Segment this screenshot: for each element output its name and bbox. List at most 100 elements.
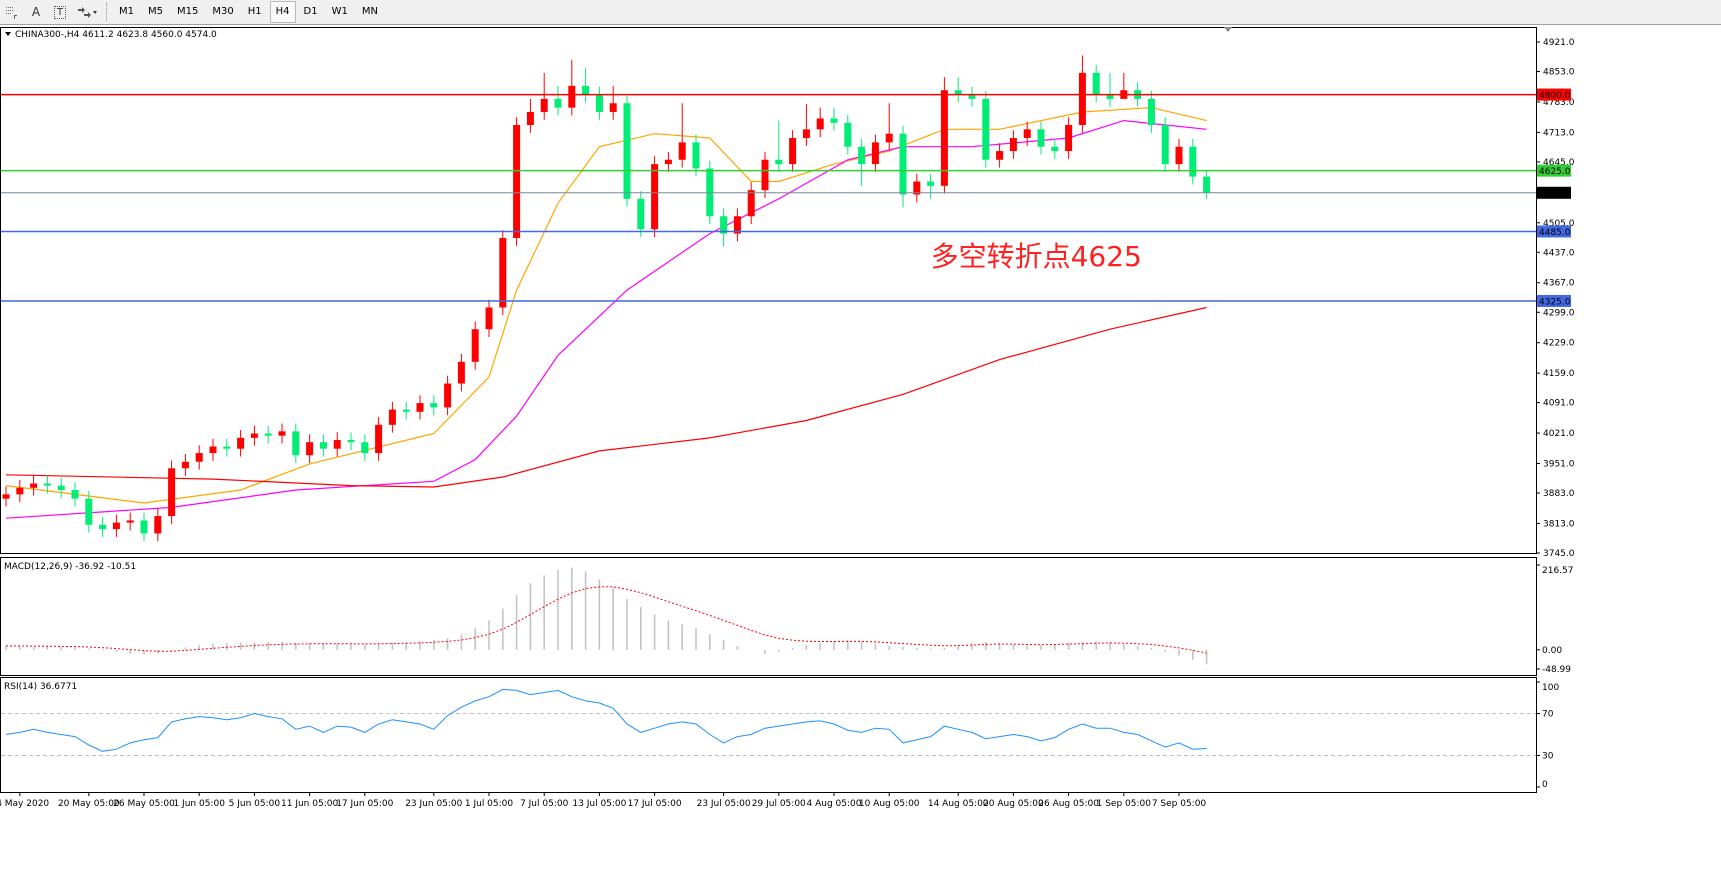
x-tick-label: 23 Jun 05:00 — [405, 799, 462, 809]
rsi-panel — [0, 677, 1537, 793]
text-t-glyph: T — [53, 5, 67, 19]
y-tick-label: 4505.0 — [1543, 219, 1575, 229]
text-label-icon[interactable]: T — [48, 1, 72, 23]
x-tick-label: 4 Aug 05:00 — [807, 799, 862, 809]
candle — [692, 134, 700, 177]
main-panel — [0, 27, 1537, 554]
candle-body — [154, 516, 162, 534]
candle — [1147, 91, 1155, 133]
text-a-icon[interactable]: A — [24, 1, 48, 23]
x-tick-label: 7 Sep 05:00 — [1152, 799, 1207, 809]
price-label-bg — [1537, 294, 1571, 307]
candle — [582, 68, 590, 103]
candle — [609, 85, 617, 120]
candle — [499, 230, 507, 316]
candle — [664, 151, 672, 172]
y-tick-label: 4713.0 — [1543, 128, 1575, 138]
x-tick-label: 1 Sep 05:00 — [1097, 799, 1152, 809]
candle-body — [982, 98, 990, 160]
candle — [513, 117, 521, 246]
arrows-icon[interactable] — [72, 1, 102, 23]
candle — [181, 453, 189, 477]
candle-body — [996, 151, 1004, 160]
candle-body — [1065, 124, 1073, 152]
candle — [1051, 138, 1059, 159]
candle-body — [802, 129, 810, 139]
candle — [416, 395, 424, 420]
timeframe-w1[interactable]: W1 — [331, 6, 348, 17]
candle-body — [126, 520, 134, 523]
chart-shift-marker-icon — [1224, 27, 1232, 32]
candle-body — [609, 103, 617, 112]
candle-body — [402, 409, 410, 412]
candle — [57, 477, 65, 498]
candle-body — [623, 103, 631, 199]
chevron-down-icon — [93, 11, 97, 14]
timeframe-m15[interactable]: M15 — [177, 6, 199, 17]
candle-body — [913, 181, 921, 195]
candle — [195, 445, 203, 470]
timeframe-m5[interactable]: M5 — [148, 6, 163, 17]
x-tick-label: 7 Jul 05:00 — [520, 799, 569, 809]
candle-body — [513, 124, 521, 238]
candle — [306, 434, 314, 464]
candle — [1161, 117, 1169, 172]
candle-body — [1051, 146, 1059, 152]
x-tick-label: 20 May 05:00 — [58, 799, 120, 809]
candle — [554, 85, 562, 116]
candle — [292, 423, 300, 464]
candle — [816, 107, 824, 138]
y-tick-label: 4921.0 — [1543, 38, 1575, 48]
candle-body — [1092, 72, 1100, 95]
rsi-line — [5, 688, 1207, 752]
candle — [1106, 72, 1114, 107]
candle — [388, 401, 396, 433]
candle-body — [595, 94, 603, 112]
candle-body — [940, 90, 948, 186]
toolbar-separator — [106, 3, 109, 21]
candle-body — [333, 440, 341, 449]
y-tick-label: 3883.0 — [1543, 489, 1575, 499]
chart-canvas[interactable]: 4921.0 4853.0 4783.0 4713.0 4645.0 4505.0 4437… — [0, 25, 1721, 891]
candle-body — [968, 94, 976, 99]
timeframe-m1[interactable]: M1 — [119, 6, 134, 17]
candle — [913, 173, 921, 203]
candle-body — [1023, 129, 1031, 139]
candle — [678, 103, 686, 168]
candle — [761, 151, 769, 198]
candle — [940, 77, 948, 194]
candle — [1175, 138, 1183, 172]
candle-body — [416, 403, 424, 412]
candle — [444, 375, 452, 416]
candle-body — [2, 494, 10, 499]
candle — [43, 475, 51, 494]
candle — [402, 401, 410, 420]
symbol-dropdown-icon — [5, 32, 11, 36]
x-tick-label: 14 Aug 05:00 — [928, 799, 989, 809]
candle-body — [540, 98, 548, 112]
timeframe-d1[interactable]: D1 — [303, 6, 318, 17]
rsi-y-tick-label: 30 — [1542, 752, 1554, 762]
candle — [485, 299, 493, 338]
candle-body — [899, 133, 907, 195]
rsi-y-tick-label: 100 — [1542, 683, 1559, 693]
candle — [789, 130, 797, 172]
candle — [996, 143, 1004, 168]
candle — [623, 95, 631, 207]
candle — [954, 77, 962, 103]
candle — [99, 516, 107, 537]
candle-body — [761, 159, 769, 191]
timeframe-h1[interactable]: H1 — [247, 6, 262, 17]
rsi-y-tick-label: 0 — [1542, 780, 1548, 790]
timeframe-h4[interactable]: H4 — [269, 1, 296, 23]
candle — [927, 173, 935, 199]
candle-body — [1009, 138, 1017, 152]
candle — [1037, 121, 1045, 155]
candle — [540, 72, 548, 120]
candle-body — [1203, 176, 1211, 193]
grid-fibo-icon[interactable] — [0, 1, 24, 23]
timeframe-mn[interactable]: MN — [361, 6, 378, 17]
x-tick-label: 11 Jun 05:00 — [281, 799, 338, 809]
timeframe-m30[interactable]: M30 — [212, 6, 234, 17]
candle-body — [457, 361, 465, 384]
